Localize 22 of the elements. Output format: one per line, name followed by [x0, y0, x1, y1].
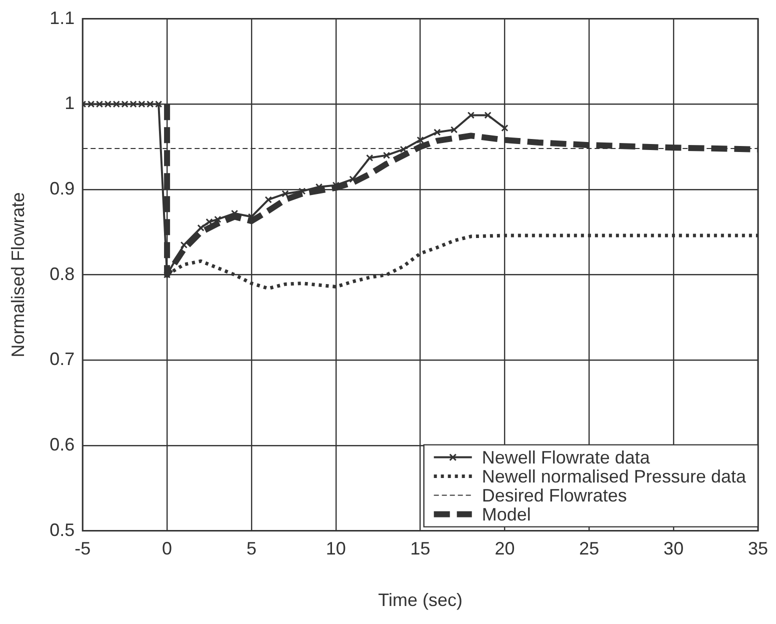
legend-label: Newell normalised Pressure data: [482, 466, 747, 486]
x-tick-label: 20: [494, 538, 515, 559]
y-tick-label: 0.5: [50, 520, 75, 540]
y-tick-label: 0.6: [50, 434, 75, 454]
y-tick-label: 1.1: [50, 8, 75, 28]
y-axis-title: Normalised Flowrate: [8, 192, 28, 358]
x-tick-label: 10: [326, 538, 346, 559]
legend-label: Desired Flowrates: [482, 485, 627, 506]
y-tick-label: 0.9: [50, 178, 75, 198]
x-tick-label: 15: [410, 538, 430, 559]
legend-label: Model: [482, 504, 531, 524]
x-tick-label: 0: [162, 538, 172, 559]
x-tick-label: 25: [579, 538, 600, 559]
y-tick-label: 0.7: [50, 349, 75, 370]
legend-label: Newell Flowrate data: [482, 447, 651, 468]
x-tick-label: -5: [74, 538, 91, 559]
x-axis-title: Time (sec): [378, 590, 462, 610]
x-tick-label: 30: [664, 538, 684, 559]
x-tick-label: 35: [748, 538, 768, 559]
x-tick-label: 5: [246, 538, 256, 559]
y-tick-label: 0.8: [50, 264, 75, 284]
y-tick-label: 1: [64, 93, 75, 114]
